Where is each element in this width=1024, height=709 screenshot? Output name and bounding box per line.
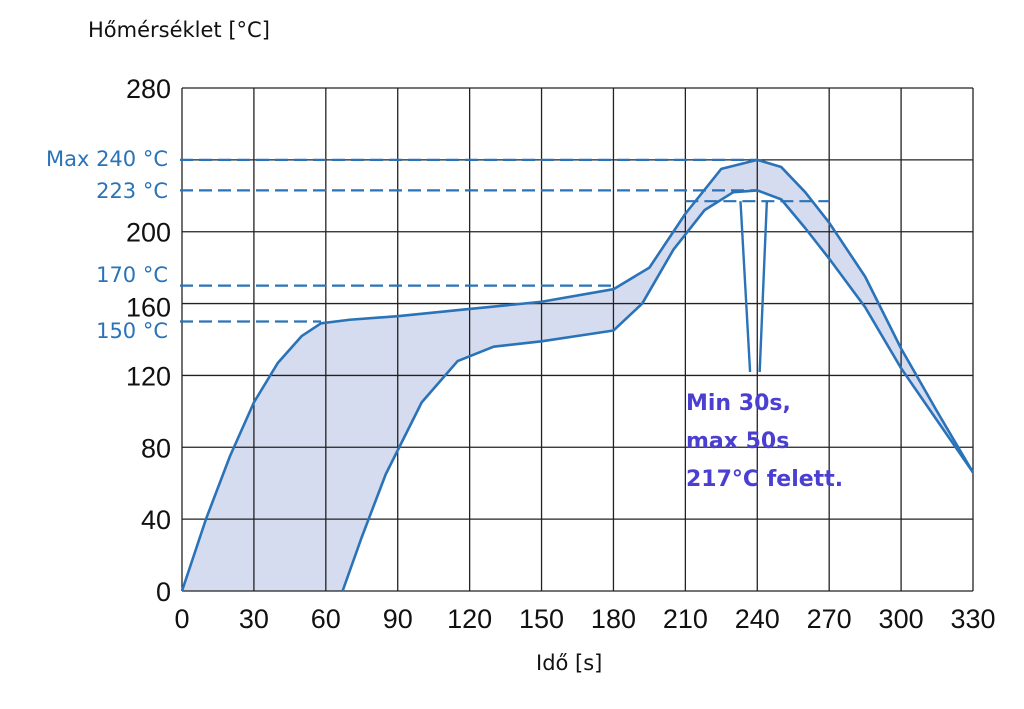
annotation-text: Min 30s, [686,391,791,416]
reference-label: 170 °C [96,263,168,287]
x-axis-title: Idő [s] [536,651,603,675]
upper-limit-curve [180,158,975,592]
reference-label: Max 240 °C [46,147,168,171]
annotation-pointer [758,201,769,373]
x-tick-label: 0 [174,604,189,634]
reference-label: 150 °C [96,319,168,343]
y-tick-label: 120 [126,361,171,391]
x-tick-label: 90 [383,604,413,634]
y-tick-label: 40 [141,505,171,535]
x-tick-label: 300 [879,604,924,634]
x-tick-label: 150 [519,604,564,634]
annotation-text: 217°C felett. [686,467,843,492]
annotation-text: max 50s [686,429,789,454]
x-tick-label: 30 [239,604,269,634]
x-tick-label: 210 [663,604,708,634]
y-tick-label: 80 [141,433,171,463]
y-tick-label: 0 [156,577,171,607]
y-tick-label: 160 [126,293,171,323]
x-tick-label: 180 [591,604,636,634]
y-tick-label: 280 [126,74,171,104]
x-tick-label: 120 [447,604,492,634]
x-tick-label: 330 [950,604,995,634]
x-tick-label: 240 [735,604,780,634]
process-window-band [182,159,973,591]
reference-label: 223 °C [96,179,168,203]
y-axis-title: Hőmérséklet [°C] [88,18,270,42]
x-tick-label: 60 [311,604,341,634]
x-tick-label: 270 [807,604,852,634]
lower-limit-curve [341,189,975,592]
annotation-pointer [739,201,752,373]
y-tick-label: 200 [126,218,171,248]
